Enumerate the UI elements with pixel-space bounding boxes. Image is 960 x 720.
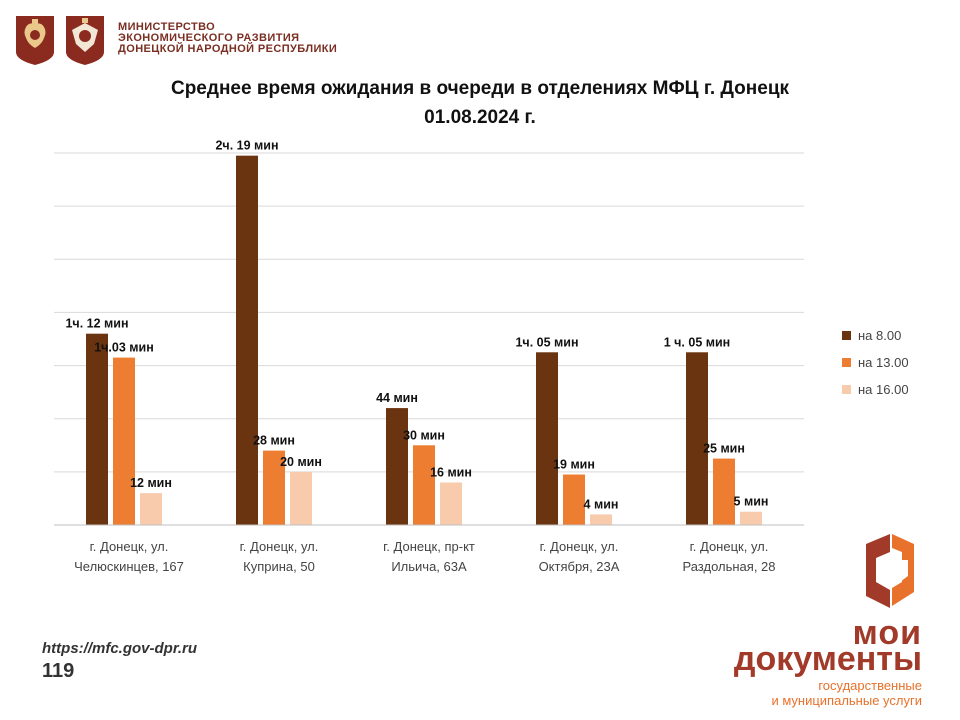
legend-label: на 16.00 [858, 382, 909, 397]
data-label: 2ч. 19 мин [215, 139, 278, 153]
data-label: 25 мин [703, 442, 745, 456]
bar [686, 352, 708, 525]
bar [713, 458, 735, 525]
category-label: г. Донецк, пр-кт [383, 539, 475, 554]
russia-emblem-icon [16, 16, 54, 65]
bar [563, 474, 585, 525]
data-label: 1ч. 05 мин [515, 335, 578, 349]
bar [140, 493, 162, 525]
bar [590, 514, 612, 525]
category-label: г. Донецк, ул. [690, 539, 769, 554]
chart-title: Среднее время ожидания в очереди в отдел… [170, 78, 790, 99]
bar [413, 445, 435, 525]
brand-line-2: документы [733, 640, 922, 678]
brand-tagline-1: государственные [818, 678, 922, 693]
legend-swatch [842, 331, 851, 340]
data-label: 19 мин [553, 458, 595, 472]
data-label: 1 ч. 05 мин [664, 335, 731, 349]
chart-subtitle: 01.08.2024 г. [424, 107, 536, 128]
bar [263, 450, 285, 525]
category-label: г. Донецк, ул. [540, 539, 619, 554]
ministry-line-1: МИНИСТЕРСТВО [118, 21, 216, 33]
ministry-name: МИНИСТЕРСТВО ЭКОНОМИЧЕСКОГО РАЗВИТИЯ ДОН… [118, 22, 337, 55]
bar [290, 471, 312, 525]
data-label: 30 мин [403, 428, 445, 442]
category-label: г. Донецк, ул. [240, 539, 319, 554]
bar [536, 352, 558, 525]
bar [440, 482, 462, 525]
category-label: Октября, 23А [539, 559, 620, 574]
legend-label: на 8.00 [858, 328, 901, 343]
footer-url[interactable]: https://mfc.gov-dpr.ru [42, 640, 197, 657]
data-label: 1ч. 12 мин [65, 317, 128, 331]
bar [740, 511, 762, 525]
category-label: Челюскинцев, 167 [74, 559, 184, 574]
data-label: 28 мин [253, 434, 295, 448]
data-label: 5 мин [734, 495, 769, 509]
bar [86, 333, 108, 525]
brand-logo: мои документы государственные и муниципа… [702, 530, 922, 710]
data-label: 1ч.03 мин [94, 341, 154, 355]
brand-line-1: мои [852, 614, 922, 652]
bar [236, 155, 258, 525]
brand-tagline-2: и муниципальные услуги [771, 693, 922, 708]
legend-label: на 13.00 [858, 355, 909, 370]
bar [386, 408, 408, 525]
data-label: 4 мин [584, 497, 619, 511]
bar-chart: 1ч. 12 мин 1ч.03 мин 12 мин г. Донецк, ул. Ч… [54, 139, 909, 574]
data-label: 12 мин [130, 476, 172, 490]
ministry-line-3: ДОНЕЦКОЙ НАРОДНОЙ РЕСПУБЛИКИ [118, 43, 338, 55]
page-number: 119 [42, 660, 75, 682]
dpr-emblem-icon [66, 16, 104, 65]
header: МИНИСТЕРСТВО ЭКОНОМИЧЕСКОГО РАЗВИТИЯ ДОН… [14, 14, 337, 68]
data-label: 44 мин [376, 391, 418, 405]
legend-swatch [842, 385, 851, 394]
data-label: 16 мин [430, 465, 472, 479]
moi-dokumenty-logo-icon [866, 534, 914, 608]
ministry-line-2: ЭКОНОМИЧЕСКОГО РАЗВИТИЯ [118, 32, 300, 44]
brand-tagline: государственные и муниципальные услуги [771, 678, 922, 708]
category-label: Раздольная, 28 [682, 559, 775, 574]
bar [113, 357, 135, 525]
data-label: 20 мин [280, 455, 322, 469]
category-label: Куприна, 50 [243, 559, 315, 574]
category-label: г. Донецк, ул. [90, 539, 169, 554]
category-label: Ильича, 63А [391, 559, 467, 574]
legend-swatch [842, 358, 851, 367]
